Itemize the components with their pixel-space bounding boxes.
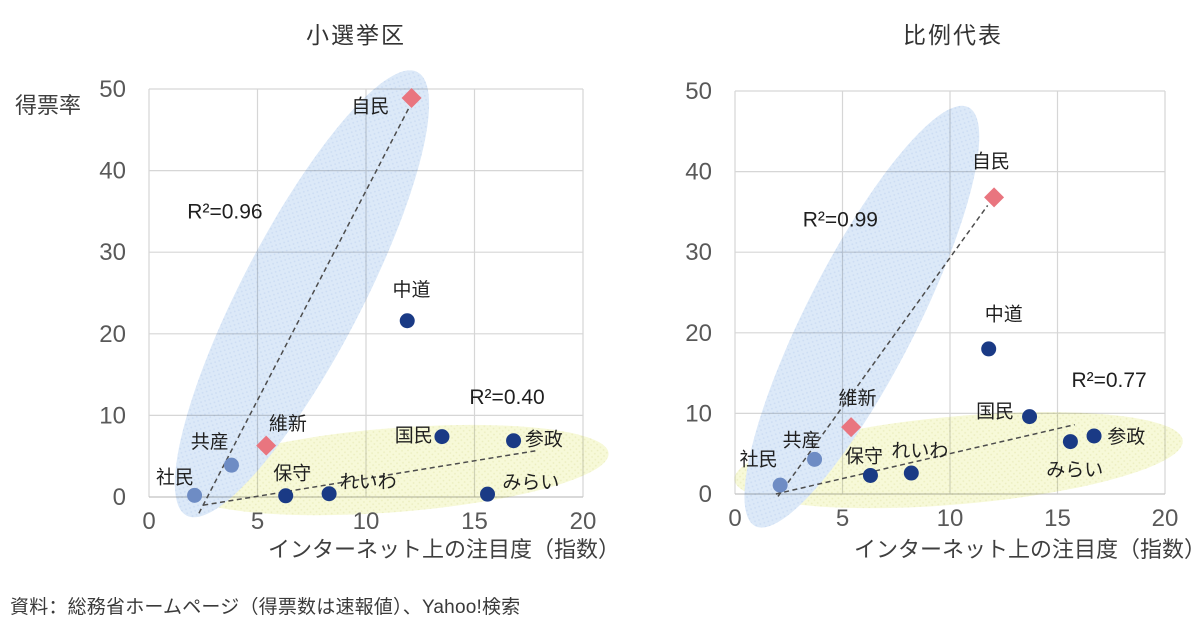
x-tick-label: 0 — [142, 508, 155, 535]
point-label: 社民 — [156, 467, 194, 489]
y-tick-label: 0 — [113, 484, 126, 511]
point-label: 自民 — [351, 95, 389, 117]
r2-annotation: R²=0.40 — [469, 386, 544, 409]
y-tick-label: 0 — [699, 481, 712, 508]
highlight-ellipses — [174, 70, 609, 518]
scatter-point — [223, 457, 239, 473]
point-label: 中道 — [393, 279, 431, 301]
scatter-point-diamond — [401, 87, 422, 108]
point-label: 自民 — [972, 150, 1010, 172]
highlight-ellipse-blue — [174, 70, 430, 518]
y-tick-label: 20 — [99, 321, 126, 348]
x-tick-label: 5 — [251, 508, 264, 535]
scatter-point — [981, 341, 997, 357]
r2-annotation: R²=0.77 — [1071, 369, 1146, 392]
x-tick-label: 10 — [937, 505, 964, 532]
y-tick-label: 40 — [685, 159, 712, 186]
x-tick-label: 5 — [836, 505, 849, 532]
point-label: れいわ — [891, 441, 948, 462]
scatter-point — [434, 429, 450, 445]
scatter-point — [903, 465, 919, 481]
scatter-point — [480, 486, 496, 502]
point-label: 共産 — [191, 431, 229, 453]
trendline — [775, 423, 1075, 495]
chart-title: 小選挙区 — [306, 22, 406, 48]
y-tick-label: 50 — [685, 78, 712, 105]
point-label: 共産 — [783, 429, 821, 451]
point-label: 社民 — [740, 449, 778, 471]
x-tick-label: 15 — [461, 508, 488, 535]
y-tick-label: 50 — [99, 76, 126, 103]
scatter-point — [506, 433, 522, 449]
x-tick-label: 20 — [570, 508, 597, 535]
trendline — [777, 205, 989, 497]
r2-annotation: R²=0.99 — [803, 208, 878, 231]
y-tick-label: 30 — [685, 239, 712, 266]
scatter-point — [278, 488, 294, 504]
scatter-point — [321, 486, 337, 502]
x-axis-title: インターネット上の注目度（指数） — [854, 537, 1200, 562]
point-label: 保守 — [273, 463, 311, 485]
point-label: 維新 — [269, 413, 307, 435]
scatter-point — [399, 313, 415, 329]
x-tick-label: 10 — [353, 508, 380, 535]
scatter-point — [1086, 428, 1102, 444]
point-label: 国民 — [395, 425, 433, 446]
scatter-point — [187, 487, 203, 503]
point-label: 中道 — [985, 304, 1023, 326]
point-label: 保守 — [845, 445, 883, 467]
scatter-point — [772, 477, 788, 493]
point-label: みらい — [1046, 460, 1103, 481]
point-label: 参政 — [1107, 426, 1145, 448]
point-label: 参政 — [525, 428, 563, 450]
scatter-point-diamond — [841, 417, 862, 438]
x-axis-title: インターネット上の注目度（指数） — [268, 537, 620, 562]
point-label: 国民 — [976, 401, 1014, 422]
y-axis-title: 得票率 — [15, 93, 81, 118]
y-tick-label: 40 — [99, 158, 126, 185]
source-note: 資料：総務省ホームページ（得票数は速報値）、Yahoo!検索 — [10, 597, 521, 618]
point-label: 維新 — [839, 387, 877, 409]
y-tick-label: 10 — [685, 400, 712, 427]
x-tick-label: 20 — [1152, 505, 1179, 532]
scatter-point — [1062, 434, 1078, 450]
scatter-point-diamond — [256, 435, 277, 456]
y-tick-label: 20 — [685, 320, 712, 347]
y-tick-label: 10 — [99, 402, 126, 429]
chart-title: 比例代表 — [903, 22, 1003, 48]
scatter-point — [862, 467, 878, 483]
x-tick-label: 15 — [1044, 505, 1071, 532]
scatter-point — [807, 451, 823, 467]
highlight-ellipse-blue — [744, 105, 980, 528]
scatter-point — [1022, 409, 1038, 425]
x-tick-label: 0 — [728, 505, 741, 532]
r2-annotation: R²=0.96 — [187, 201, 262, 224]
point-label: みらい — [502, 473, 559, 494]
scatter-point-diamond — [984, 187, 1005, 208]
trendline — [203, 449, 538, 506]
y-tick-label: 30 — [99, 239, 126, 266]
point-label: れいわ — [340, 472, 397, 493]
